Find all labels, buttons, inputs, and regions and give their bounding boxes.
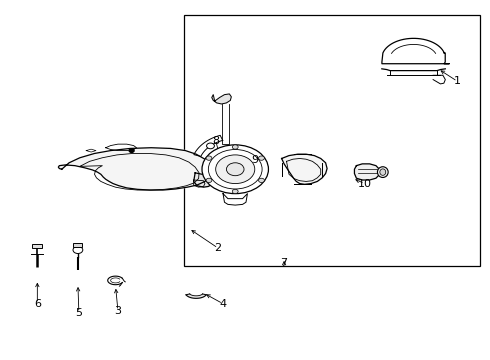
Circle shape: [259, 156, 265, 160]
Text: 2: 2: [215, 243, 221, 253]
Polygon shape: [58, 148, 212, 190]
Ellipse shape: [380, 169, 386, 175]
Ellipse shape: [377, 167, 388, 177]
Polygon shape: [186, 294, 206, 298]
Circle shape: [216, 155, 255, 184]
Circle shape: [259, 178, 265, 183]
Text: 10: 10: [358, 179, 372, 189]
Bar: [184, 15, 480, 266]
Text: 6: 6: [34, 299, 41, 309]
FancyBboxPatch shape: [32, 244, 42, 248]
Polygon shape: [212, 94, 231, 104]
Circle shape: [208, 149, 262, 189]
Circle shape: [73, 246, 83, 253]
Text: 5: 5: [75, 308, 82, 318]
Circle shape: [206, 156, 212, 160]
Circle shape: [129, 149, 134, 152]
Circle shape: [207, 143, 215, 149]
Text: 7: 7: [281, 258, 288, 268]
Text: 4: 4: [220, 299, 226, 309]
Text: 8: 8: [212, 136, 219, 145]
Text: 1: 1: [454, 76, 461, 86]
Circle shape: [232, 145, 238, 149]
Circle shape: [232, 189, 238, 194]
FancyBboxPatch shape: [74, 243, 82, 247]
Text: 3: 3: [115, 306, 122, 316]
Text: 9: 9: [251, 155, 258, 165]
Polygon shape: [282, 154, 327, 184]
Circle shape: [202, 145, 269, 194]
Circle shape: [206, 178, 212, 183]
Polygon shape: [194, 173, 212, 187]
Circle shape: [226, 163, 244, 176]
Polygon shape: [354, 164, 379, 180]
